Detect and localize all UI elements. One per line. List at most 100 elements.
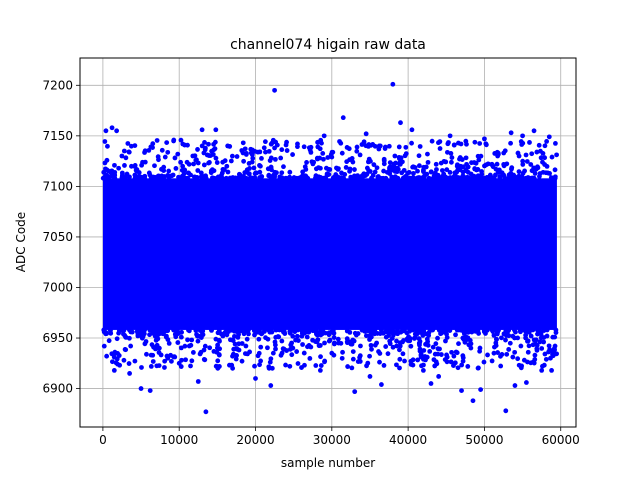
- outlier-point: [111, 367, 117, 373]
- data-point: [213, 155, 219, 161]
- data-point: [483, 142, 489, 148]
- data-point: [168, 352, 174, 358]
- data-point: [331, 174, 337, 180]
- data-point: [446, 327, 452, 333]
- data-point: [236, 174, 242, 180]
- data-point: [462, 327, 468, 333]
- data-point: [243, 175, 249, 181]
- data-point: [322, 358, 328, 364]
- data-point: [224, 163, 230, 169]
- data-point: [137, 330, 143, 336]
- data-point: [548, 175, 554, 181]
- data-point: [331, 341, 337, 347]
- data-point: [126, 335, 132, 341]
- data-point: [322, 175, 328, 181]
- data-point: [544, 333, 550, 339]
- data-point: [299, 365, 304, 370]
- data-point: [554, 351, 560, 357]
- data-point: [389, 174, 395, 180]
- data-point: [154, 174, 160, 180]
- data-point: [122, 163, 127, 168]
- data-point: [166, 168, 172, 174]
- data-point: [552, 175, 558, 181]
- data-point: [112, 162, 117, 168]
- data-point: [392, 153, 398, 159]
- data-point: [109, 359, 115, 365]
- data-point: [289, 352, 295, 358]
- data-point: [518, 343, 524, 349]
- data-point: [306, 327, 312, 333]
- data-point: [387, 166, 392, 172]
- data-point: [405, 338, 411, 343]
- data-point: [530, 359, 536, 365]
- data-point: [375, 174, 381, 180]
- data-point: [433, 161, 439, 167]
- data-point: [526, 343, 532, 349]
- data-point: [314, 339, 320, 345]
- data-point: [119, 328, 125, 333]
- data-point: [173, 166, 179, 171]
- data-point: [397, 155, 403, 161]
- data-point: [523, 152, 529, 158]
- data-point: [400, 339, 405, 345]
- data-point: [335, 174, 341, 180]
- data-point: [246, 331, 251, 337]
- data-point: [471, 160, 477, 165]
- data-point: [511, 172, 517, 178]
- data-point: [139, 365, 144, 370]
- data-point: [357, 359, 363, 364]
- data-point: [371, 162, 377, 168]
- x-axis-ticks: 0 10000 20000 30000 40000 50000 60000: [99, 427, 580, 447]
- data-point: [401, 327, 407, 333]
- data-point: [454, 350, 460, 356]
- data-point: [433, 341, 439, 347]
- data-point: [277, 327, 282, 333]
- outlier-point: [317, 367, 323, 373]
- data-point: [171, 137, 177, 143]
- data-point: [453, 332, 458, 338]
- data-point: [465, 364, 471, 369]
- data-point: [391, 161, 397, 167]
- outlier-point: [420, 367, 426, 373]
- x-tick-label: 0: [99, 433, 107, 447]
- data-point: [304, 160, 309, 165]
- y-tick-label: 7100: [42, 179, 73, 193]
- data-point: [174, 327, 180, 333]
- data-point: [473, 328, 478, 334]
- outlier-point: [176, 360, 182, 366]
- data-point: [349, 365, 355, 371]
- data-point: [201, 347, 207, 353]
- outlier-point: [520, 133, 525, 139]
- data-point: [539, 346, 545, 351]
- data-point: [125, 141, 131, 146]
- data-point: [416, 340, 422, 346]
- data-point: [306, 145, 312, 151]
- data-point: [231, 328, 237, 334]
- plot-frame: [79, 57, 577, 428]
- data-point: [369, 346, 374, 352]
- data-point: [344, 159, 350, 165]
- data-point: [477, 345, 483, 351]
- data-point: [382, 146, 388, 151]
- x-tick-label: 60000: [542, 433, 580, 447]
- data-point: [475, 153, 481, 159]
- data-point: [377, 359, 382, 365]
- data-point: [345, 364, 351, 369]
- data-point: [542, 155, 548, 161]
- data-point: [119, 175, 125, 181]
- data-point: [447, 170, 453, 175]
- data-point: [247, 166, 252, 171]
- data-point: [234, 353, 239, 358]
- data-point: [217, 338, 222, 344]
- data-point: [452, 170, 458, 176]
- data-point: [148, 364, 154, 369]
- data-point: [415, 168, 420, 174]
- data-point: [336, 340, 341, 346]
- data-point: [449, 155, 455, 161]
- data-point: [520, 158, 526, 164]
- data-point: [299, 327, 304, 333]
- data-point: [144, 351, 149, 357]
- data-point: [541, 362, 547, 368]
- data-point: [132, 175, 138, 181]
- data-point: [266, 365, 272, 371]
